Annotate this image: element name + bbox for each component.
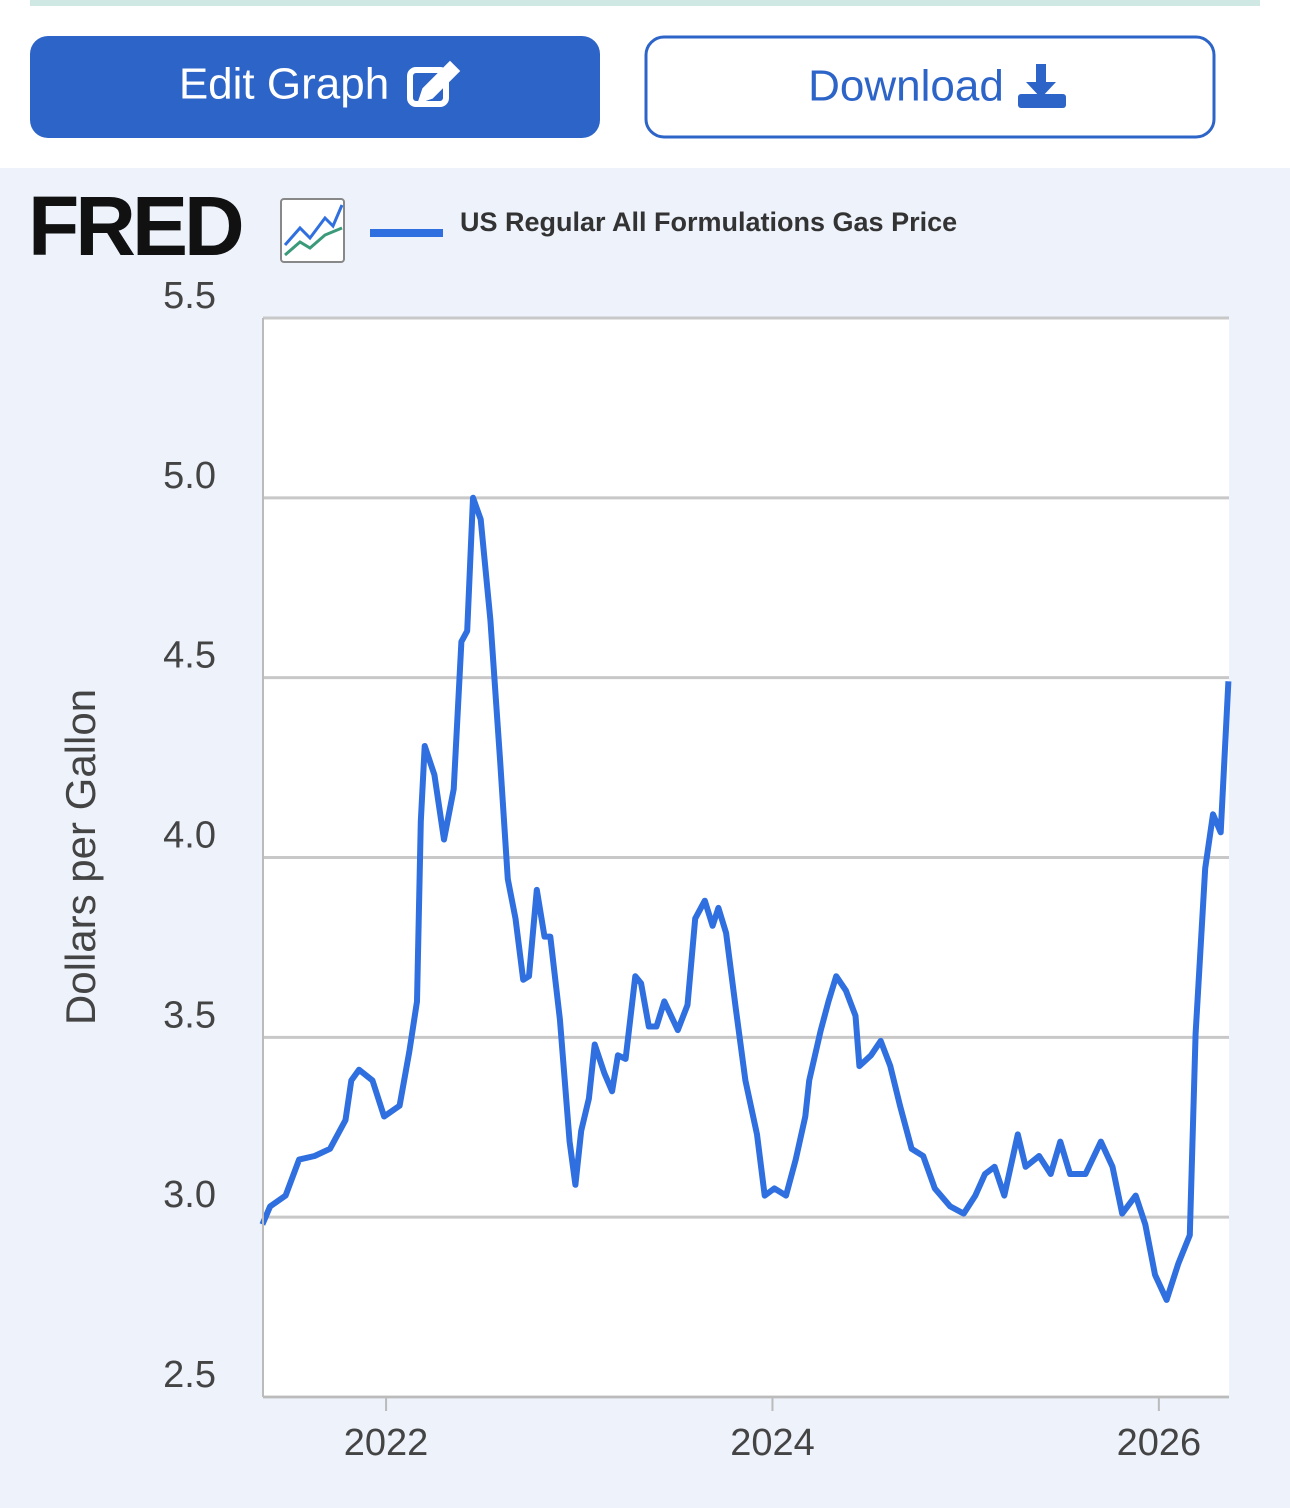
x-tick-label: 2026 bbox=[1117, 1422, 1202, 1464]
y-tick-label: 5.0 bbox=[163, 455, 216, 497]
button-label: Edit Graph bbox=[179, 60, 389, 109]
y-tick-label: 4.5 bbox=[163, 635, 216, 677]
edit-graph-button[interactable]: Edit Graph bbox=[30, 36, 600, 138]
logo-icon bbox=[280, 198, 345, 263]
y-tick-label: 3.0 bbox=[163, 1174, 216, 1216]
data-line bbox=[259, 494, 1232, 1303]
y-tick-label: 5.5 bbox=[163, 275, 216, 317]
button-bg bbox=[644, 35, 1216, 139]
button-bg bbox=[30, 36, 600, 138]
download-button[interactable]: Download bbox=[644, 35, 1216, 139]
logo: FRED bbox=[28, 179, 242, 273]
x-tick-label: 2022 bbox=[344, 1422, 429, 1464]
download-icon bbox=[1018, 64, 1066, 108]
x-tick-label: 2024 bbox=[730, 1422, 815, 1464]
y-tick-label: 4.0 bbox=[163, 815, 216, 857]
legend-label: US Regular All Formulations Gas Price bbox=[460, 207, 957, 237]
y-axis-title: Dollars per Gallon bbox=[57, 689, 104, 1025]
button-label: Download bbox=[808, 62, 1004, 111]
y-tick-label: 3.5 bbox=[163, 994, 216, 1036]
top-strip bbox=[30, 0, 1260, 6]
y-tick-label: 2.5 bbox=[163, 1354, 216, 1396]
edit-icon bbox=[407, 60, 461, 107]
